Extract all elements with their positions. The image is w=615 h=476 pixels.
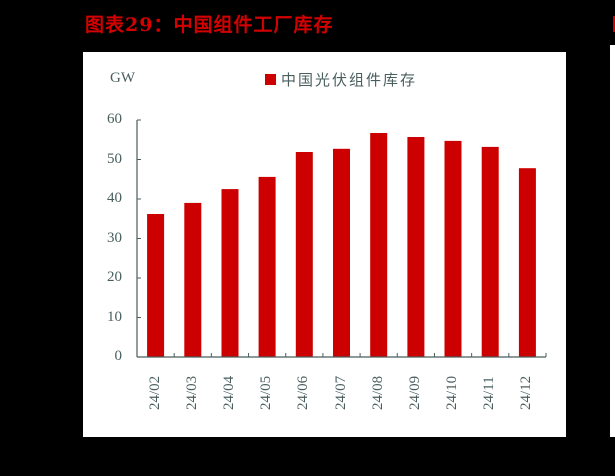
x-tick-label: 24/05	[258, 375, 275, 410]
x-tick-label: 24/08	[369, 375, 386, 410]
legend-swatch	[265, 73, 276, 85]
bar-24-11	[481, 146, 499, 357]
x-tick-label: 24/02	[146, 375, 163, 410]
figure-title: 图表29：中国组件工厂库存	[85, 14, 334, 36]
bar-24-05	[258, 176, 276, 357]
x-tick-label: 24/11	[481, 376, 498, 410]
bar-24-07	[333, 148, 350, 357]
edge-mark	[613, 16, 615, 32]
x-tick-label: 24/10	[444, 375, 461, 410]
edge-strip	[610, 45, 615, 437]
bar-24-12	[518, 168, 536, 357]
bar-24-08	[370, 133, 388, 357]
bar-24-09	[407, 137, 425, 357]
legend-label: 中国光伏组件库存	[281, 70, 418, 89]
bar-24-06	[295, 152, 313, 357]
y-tick-label: 40	[107, 190, 122, 206]
y-tick-label: 30	[107, 229, 122, 246]
x-tick-label: 24/07	[332, 375, 349, 410]
y-tick-label: 10	[107, 308, 122, 325]
x-tick-label: 24/12	[518, 375, 535, 410]
y-tick-label: 0	[114, 348, 123, 364]
bar-24-10	[444, 140, 462, 357]
bar-24-04	[221, 189, 239, 357]
y-axis-unit: GW	[110, 70, 135, 86]
legend: 中国光伏组件库存	[265, 70, 418, 89]
bar-24-03	[184, 202, 202, 357]
y-tick-label: 60	[107, 111, 122, 127]
x-tick-label: 24/03	[183, 375, 200, 410]
bar-24-02	[147, 214, 165, 357]
x-tick-label: 24/06	[295, 375, 312, 410]
y-tick-label: 20	[107, 269, 122, 285]
y-tick-label: 50	[107, 150, 122, 167]
x-tick-label: 24/04	[220, 375, 237, 410]
x-tick-label: 24/09	[406, 375, 423, 410]
